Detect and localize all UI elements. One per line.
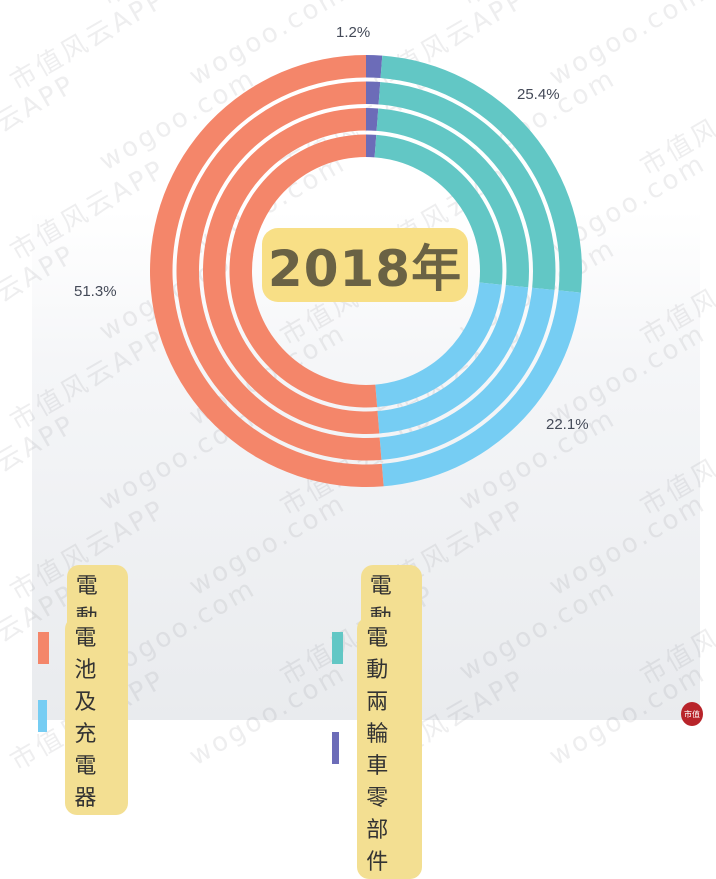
legend-swatch-bicycle bbox=[332, 632, 343, 664]
donut-segment-3-3 bbox=[366, 134, 377, 158]
brand-seal-icon: 市值 bbox=[681, 702, 703, 726]
donut-segment-0-1 bbox=[380, 55, 582, 293]
donut-segment-2-3 bbox=[366, 108, 379, 131]
donut-segment-3-2 bbox=[375, 282, 502, 408]
legend-item-battery: 電池及充電器 bbox=[38, 617, 129, 815]
donut-segment-1-0 bbox=[176, 81, 382, 461]
donut-segment-2-1 bbox=[376, 108, 529, 288]
donut-segment-1-3 bbox=[366, 81, 381, 105]
donut-segment-0-2 bbox=[381, 290, 581, 487]
legend-swatch-scooter bbox=[38, 632, 49, 664]
label-scooter-pct: 51.3% bbox=[74, 283, 117, 300]
donut-chart bbox=[150, 55, 582, 487]
legend-label-parts: 電動兩輪車零部件 bbox=[357, 617, 423, 879]
label-bicycle-pct: 25.4% bbox=[517, 86, 560, 103]
donut-segment-2-2 bbox=[377, 285, 529, 434]
legend-swatch-parts bbox=[332, 732, 340, 764]
donut-segment-1-1 bbox=[378, 82, 556, 291]
donut-segment-2-0 bbox=[203, 108, 380, 434]
donut-segment-3-1 bbox=[374, 134, 503, 285]
label-battery-pct: 22.1% bbox=[546, 416, 589, 433]
donut-segment-1-2 bbox=[379, 287, 555, 460]
legend-swatch-battery bbox=[38, 700, 48, 732]
legend-label-battery: 電池及充電器 bbox=[65, 617, 129, 815]
center-year-title: 2018年 bbox=[262, 228, 468, 302]
label-parts-pct: 1.2% bbox=[336, 24, 371, 41]
donut-segment-0-3 bbox=[366, 55, 383, 79]
donut-segment-3-0 bbox=[229, 134, 378, 408]
legend-item-parts: 電動兩輪車零部件 bbox=[332, 617, 423, 879]
